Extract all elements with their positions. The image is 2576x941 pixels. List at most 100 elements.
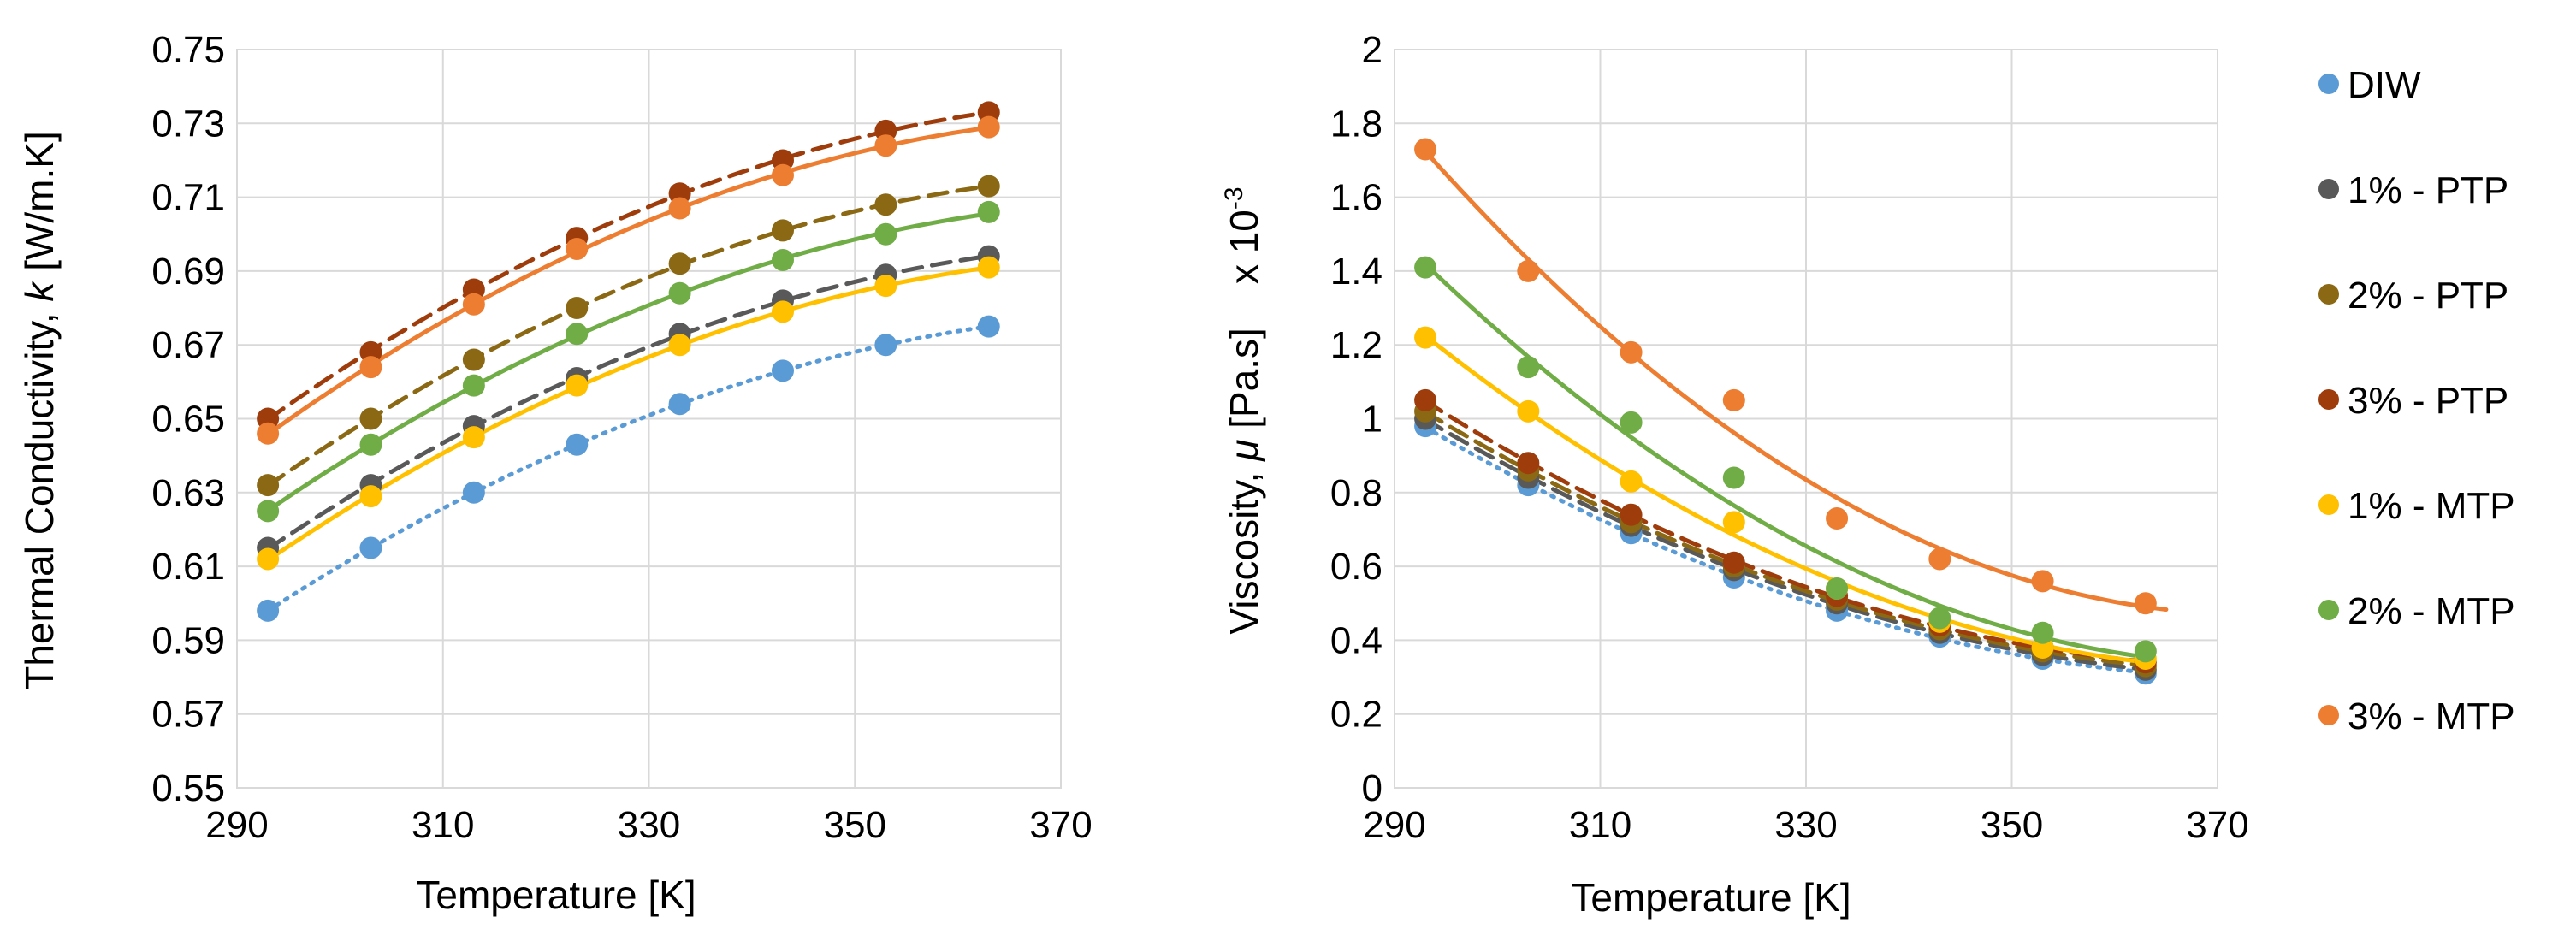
legend-marker <box>2318 284 2339 305</box>
data-point-3-mtp <box>874 134 897 157</box>
data-point-2-ptp <box>359 407 382 430</box>
data-point-3-mtp <box>1414 138 1437 161</box>
data-point-2-ptp <box>566 297 589 320</box>
legend-marker <box>2318 179 2339 199</box>
y-axis-title-prefix: Thermal Conductivity, <box>17 302 62 690</box>
data-point-diw <box>874 334 897 357</box>
data-point-3-ptp <box>1414 388 1437 411</box>
y-tick-label: 0.59 <box>151 619 225 661</box>
trendline-2-ptp <box>265 184 992 488</box>
trendline-1-ptp <box>265 253 992 552</box>
x-tick-label: 350 <box>824 804 886 846</box>
data-point-3-mtp <box>977 115 1000 139</box>
legend-marker <box>2318 74 2339 94</box>
trendline-2-mtp <box>1423 262 2148 660</box>
y-tick-label: 0.65 <box>151 399 225 441</box>
trendline-3-ptp <box>265 109 992 422</box>
x-tick-label: 290 <box>1363 804 1425 846</box>
data-point-2-mtp <box>771 248 794 271</box>
data-point-3-mtp <box>1722 388 1745 411</box>
legend-label: 1% - MTP <box>2348 485 2515 527</box>
y-tick-label: 0.57 <box>151 694 225 736</box>
trendline-1-mtp <box>1423 334 2148 665</box>
x-tick-label: 370 <box>1029 804 1092 846</box>
data-point-2-mtp <box>359 433 382 456</box>
data-point-2-ptp <box>771 219 794 242</box>
data-point-diw <box>977 315 1000 338</box>
data-point-diw <box>566 433 589 456</box>
trendline-diw <box>1423 424 2148 675</box>
y-tick-label: 0 <box>1362 767 1383 809</box>
trendline-2-ptp <box>1423 410 2148 668</box>
y-tick-label: 0.8 <box>1330 472 1383 514</box>
data-point-3-mtp <box>1517 259 1540 282</box>
data-point-2-mtp <box>874 222 897 246</box>
data-point-3-mtp <box>1620 340 1643 364</box>
legend-marker <box>2318 389 2339 410</box>
y-axis-title-symbol: μ <box>1222 440 1266 462</box>
data-point-3-mtp <box>2031 570 2054 593</box>
data-point-2-mtp <box>1722 466 1745 489</box>
data-point-1-mtp <box>462 426 485 449</box>
data-point-diw <box>462 481 485 504</box>
x-axis-title: Temperature [K] <box>416 873 696 917</box>
y-tick-label: 1.6 <box>1330 177 1383 219</box>
data-point-2-mtp <box>668 281 691 305</box>
data-point-3-mtp <box>668 197 691 220</box>
data-point-diw <box>771 359 794 382</box>
y-axis-title-suffix: [Pa.s] x 10 <box>1222 210 1266 439</box>
legend: DIW 1% - PTP 2% - PTP 3% - PTP 1% - MTP 2% - … <box>2318 64 2515 737</box>
x-tick-label: 370 <box>2186 804 2248 846</box>
y-tick-label: 2 <box>1362 29 1383 71</box>
data-point-2-ptp <box>874 193 897 216</box>
data-point-2-ptp <box>257 474 280 497</box>
data-point-2-mtp <box>1517 356 1540 379</box>
data-point-diw <box>257 599 280 622</box>
y-tick-label: 0.55 <box>151 767 225 809</box>
data-point-diw <box>668 393 691 416</box>
trendline-diw <box>265 324 992 613</box>
viscosity-chart: 0 0.2 0.4 0.6 0.8 1 1.2 1.4 1.6 1.8 2 290 310 330 350… <box>1220 29 2249 920</box>
y-tick-label: 0.67 <box>151 324 225 366</box>
legend-label: 3% - MTP <box>2348 695 2515 737</box>
y-tick-label: 0.69 <box>151 251 225 293</box>
data-point-3-ptp <box>1620 503 1643 526</box>
data-point-2-mtp <box>1928 607 1951 630</box>
data-point-2-mtp <box>1620 411 1643 434</box>
data-point-3-mtp <box>1928 547 1951 571</box>
data-point-2-ptp <box>977 175 1000 198</box>
data-point-1-mtp <box>771 300 794 323</box>
data-point-3-ptp <box>1722 551 1745 574</box>
trendline-1-ptp <box>1423 417 2148 672</box>
data-point-1-mtp <box>1620 470 1643 493</box>
data-point-2-mtp <box>462 374 485 397</box>
data-point-3-mtp <box>771 163 794 186</box>
data-point-3-mtp <box>359 356 382 379</box>
y-axis-title: Viscosity, μ [Pa.s] x 10-3 <box>1220 186 1266 634</box>
trendline-3-mtp <box>265 125 992 437</box>
legend-label: DIW <box>2348 64 2421 106</box>
y-tick-label: 0.63 <box>151 472 225 514</box>
data-point-1-mtp <box>359 485 382 508</box>
data-point-1-mtp <box>1517 399 1540 423</box>
y-tick-label: 1 <box>1362 399 1383 441</box>
y-tick-label: 0.73 <box>151 103 225 145</box>
legend-label: 2% - PTP <box>2348 275 2508 317</box>
y-tick-label: 0.4 <box>1330 619 1383 661</box>
legend-marker <box>2318 705 2339 725</box>
y-axis-title-suffix: [W/m.K] <box>17 131 62 281</box>
x-tick-label: 330 <box>1774 804 1837 846</box>
y-tick-label: 1.8 <box>1330 103 1383 145</box>
y-tick-label: 0.61 <box>151 546 225 588</box>
data-point-2-ptp <box>668 252 691 275</box>
data-point-1-mtp <box>257 547 280 571</box>
y-axis-title-prefix: Viscosity, <box>1222 461 1266 635</box>
legend-label: 2% - MTP <box>2348 590 2515 632</box>
data-point-3-mtp <box>462 293 485 316</box>
thermal-conductivity-chart: 0.55 0.57 0.59 0.61 0.63 0.65 0.67 0.69 0.71 0.73… <box>17 29 1093 917</box>
y-tick-label: 1.4 <box>1330 251 1383 293</box>
data-point-2-mtp <box>2031 621 2054 644</box>
trendline-2-mtp <box>265 211 992 513</box>
y-tick-label: 0.6 <box>1330 546 1383 588</box>
data-point-2-mtp <box>257 500 280 523</box>
